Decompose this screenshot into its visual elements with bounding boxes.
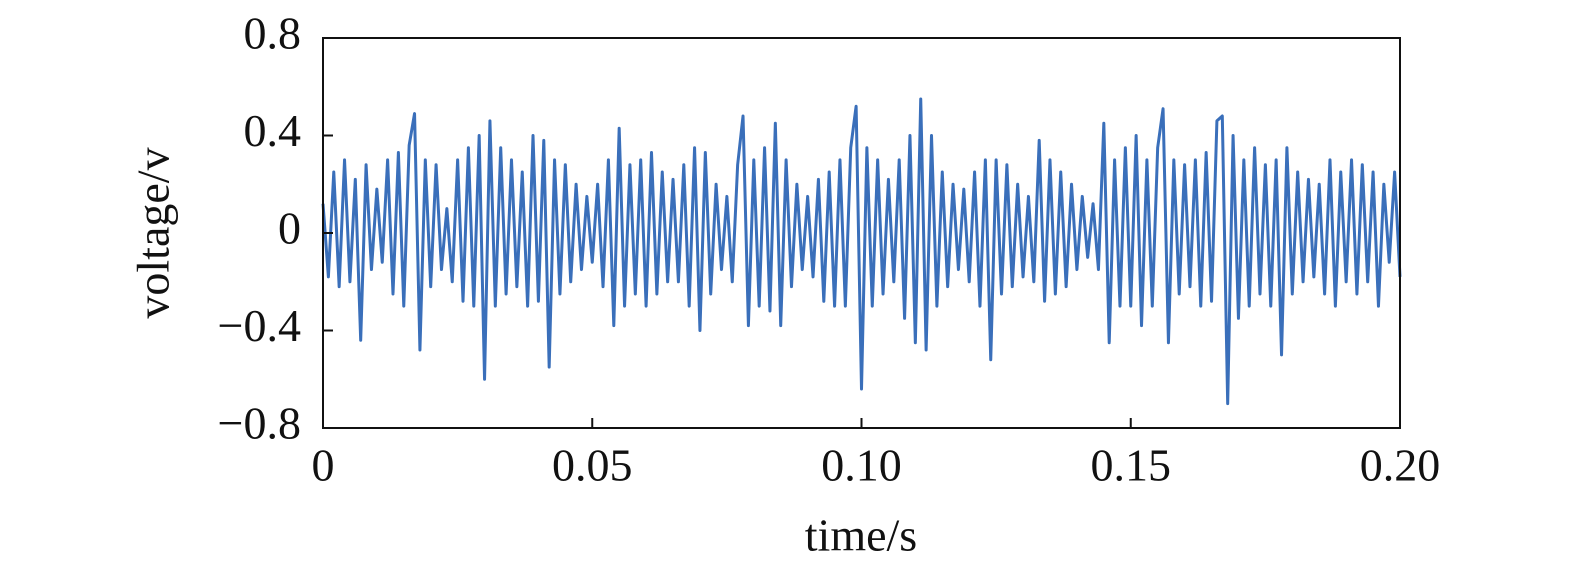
y-axis-label: voltage/v bbox=[128, 147, 179, 318]
x-tick-label: 0.10 bbox=[821, 440, 902, 491]
x-tick-label: 0 bbox=[312, 440, 335, 491]
x-tick-label: 0.20 bbox=[1360, 440, 1441, 491]
y-tick-label: 0.4 bbox=[244, 105, 302, 156]
y-tick-label: −0.8 bbox=[218, 398, 301, 449]
y-tick-label: −0.4 bbox=[218, 300, 301, 351]
signal-line bbox=[321, 97, 1402, 406]
x-axis-label: time/s bbox=[805, 510, 917, 561]
y-tick-label: 0.8 bbox=[244, 8, 302, 59]
x-tick-label: 0.05 bbox=[552, 440, 633, 491]
y-tick-label: 0 bbox=[278, 203, 301, 254]
x-tick-label: 0.15 bbox=[1091, 440, 1172, 491]
